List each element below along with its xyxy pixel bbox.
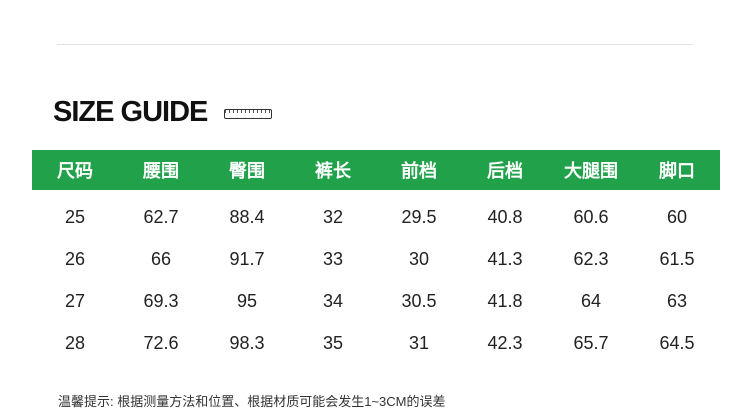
table-cell: 66 <box>150 249 172 269</box>
table-cell: 63 <box>666 291 688 311</box>
table-cell: 60.6 <box>573 207 609 227</box>
table-cell: 64 <box>580 291 602 311</box>
column-header: 腰围 <box>143 161 179 181</box>
table-cell: 61.5 <box>659 249 695 269</box>
column-header: 裤长 <box>315 161 351 181</box>
table-cell: 42.3 <box>487 333 523 353</box>
table-cell: 32 <box>322 207 344 227</box>
table-cell: 64.5 <box>659 333 695 353</box>
ruler-icon <box>224 109 272 119</box>
table-cell: 41.8 <box>487 291 523 311</box>
column-header: 尺码 <box>57 161 93 181</box>
table-cell: 69.3 <box>143 291 179 311</box>
table-header: 尺码 腰围 臀围 裤长 前档 后档 大腿围 脚口 <box>32 150 720 190</box>
table-cell: 62.7 <box>143 207 179 227</box>
divider <box>57 44 693 45</box>
table-cell: 91.7 <box>229 249 265 269</box>
table-cell: 72.6 <box>143 333 179 353</box>
column-header: 后档 <box>487 161 523 181</box>
column-header: 臀围 <box>229 161 265 181</box>
table-row: 26 66 91.7 33 30 41.3 62.3 61.5 <box>32 249 720 270</box>
table-cell: 28 <box>64 333 86 353</box>
table-cell: 27 <box>64 291 86 311</box>
table-cell: 98.3 <box>229 333 265 353</box>
column-header: 前档 <box>401 161 437 181</box>
table-cell: 29.5 <box>401 207 437 227</box>
table-cell: 34 <box>322 291 344 311</box>
table-cell: 35 <box>322 333 344 353</box>
table-row: 25 62.7 88.4 32 29.5 40.8 60.6 60 <box>32 207 720 228</box>
table-cell: 25 <box>64 207 86 227</box>
table-cell: 30 <box>408 249 430 269</box>
table-cell: 95 <box>236 291 258 311</box>
page-title: SIZE GUIDE <box>53 96 208 128</box>
table-row: 28 72.6 98.3 35 31 42.3 65.7 64.5 <box>32 333 720 354</box>
table-cell: 33 <box>322 249 344 269</box>
table-cell: 40.8 <box>487 207 523 227</box>
table-cell: 88.4 <box>229 207 265 227</box>
column-header: 大腿围 <box>564 161 618 181</box>
table-cell: 41.3 <box>487 249 523 269</box>
table-cell: 31 <box>408 333 430 353</box>
table-cell: 65.7 <box>573 333 609 353</box>
table-row: 27 69.3 95 34 30.5 41.8 64 63 <box>32 291 720 312</box>
column-header: 脚口 <box>659 161 695 181</box>
table-cell: 30.5 <box>401 291 437 311</box>
note-text: 温馨提示: 根据测量方法和位置、根据材质可能会发生1~3CM的误差 <box>58 394 446 409</box>
table-cell: 62.3 <box>573 249 609 269</box>
table-cell: 26 <box>64 249 86 269</box>
table-cell: 60 <box>666 207 688 227</box>
